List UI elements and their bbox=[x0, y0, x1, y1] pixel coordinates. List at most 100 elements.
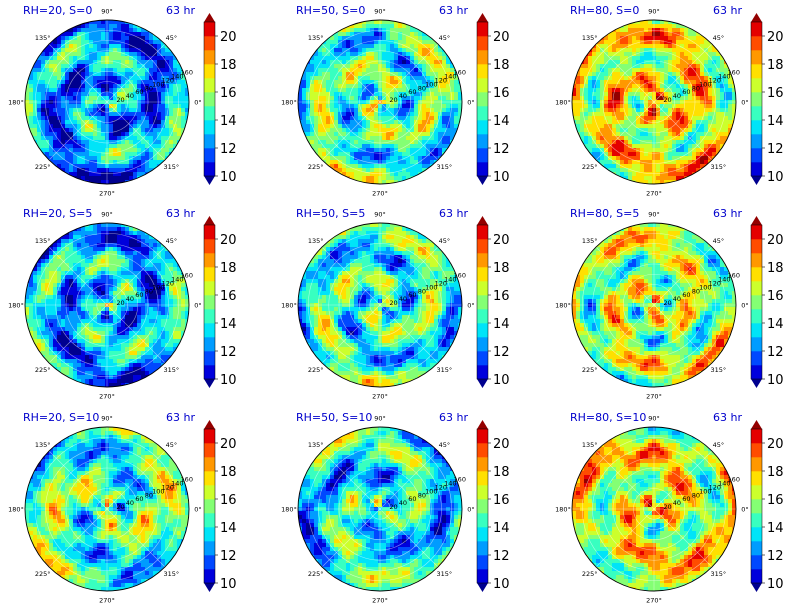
angle-label: 90° bbox=[101, 415, 113, 423]
radial-tick-label: 20 bbox=[663, 503, 671, 511]
colorbar-segment bbox=[204, 499, 215, 514]
colorbar-tick-label: 12 bbox=[493, 549, 510, 564]
radial-tick-label: 100 bbox=[699, 80, 711, 88]
colorbar-tick-label: 20 bbox=[767, 30, 784, 45]
colorbar-tick-label: 16 bbox=[220, 86, 237, 101]
colorbar-segment bbox=[204, 225, 215, 240]
radial-tick-label: 80 bbox=[692, 491, 700, 499]
radial-tick-label: 20 bbox=[389, 96, 397, 104]
angle-label: 180° bbox=[281, 99, 297, 107]
colorbar-segment bbox=[477, 64, 488, 79]
radial-tick-label: 80 bbox=[418, 84, 426, 92]
radial-tick-label: 160 bbox=[728, 272, 740, 280]
radial-tick-label: 60 bbox=[408, 495, 416, 503]
panel-title: RH=80, S=0 bbox=[570, 4, 639, 17]
panel-title: RH=20, S=0 bbox=[23, 4, 92, 17]
colorbar-tick-label: 12 bbox=[220, 142, 237, 157]
angle-label: 135° bbox=[582, 237, 598, 245]
colorbar-extend-min bbox=[751, 379, 762, 388]
angle-label: 45° bbox=[166, 237, 178, 245]
colorbar-extend-max bbox=[204, 420, 215, 429]
polar-frame bbox=[571, 426, 737, 592]
polar-panel-9: 90°45°0°315°270°225°180°135°20 40 60 80 1001… bbox=[555, 411, 783, 605]
colorbar-segment bbox=[477, 309, 488, 324]
radial-tick-label: 140 bbox=[444, 73, 456, 81]
colorbar-segment bbox=[204, 309, 215, 324]
colorbar-tick-label: 18 bbox=[493, 465, 510, 480]
radial-tick-label: 120 bbox=[162, 76, 174, 84]
radial-tick-label: 140 bbox=[718, 276, 730, 284]
colorbar-segment bbox=[477, 471, 488, 486]
radial-tick-label: 80 bbox=[145, 287, 153, 295]
angle-label: 0° bbox=[741, 506, 748, 514]
angle-label: 180° bbox=[8, 99, 24, 107]
colorbar-segment bbox=[477, 148, 488, 163]
colorbar-tick-label: 16 bbox=[220, 289, 237, 304]
colorbar-tick-label: 16 bbox=[767, 289, 784, 304]
radial-tick-label: 40 bbox=[126, 295, 134, 303]
colorbar-segment bbox=[477, 295, 488, 310]
colorbar-tick-label: 10 bbox=[493, 373, 510, 388]
colorbar-tick-label: 20 bbox=[220, 437, 237, 452]
colorbar-segment bbox=[204, 120, 215, 135]
panel-time-label: 63 hr bbox=[439, 4, 468, 17]
angle-label: 315° bbox=[711, 570, 727, 578]
radial-tick-label: 100 bbox=[699, 283, 711, 291]
colorbar-segment bbox=[204, 92, 215, 107]
colorbar-segment bbox=[204, 253, 215, 268]
radial-tick-label: 80 bbox=[418, 491, 426, 499]
colorbar-tick-label: 10 bbox=[493, 577, 510, 592]
colorbar-segment bbox=[477, 134, 488, 149]
angle-label: 135° bbox=[35, 34, 51, 42]
radial-tick-label: 20 bbox=[663, 96, 671, 104]
colorbar-tick-label: 18 bbox=[767, 261, 784, 276]
colorbar-segment bbox=[751, 569, 762, 584]
colorbar-segment bbox=[751, 36, 762, 51]
angle-label: 135° bbox=[582, 441, 598, 449]
radial-tick-label: 20 bbox=[663, 299, 671, 307]
panel-title: RH=80, S=5 bbox=[570, 207, 639, 220]
colorbar-segment bbox=[477, 225, 488, 240]
panel-title: RH=80, S=10 bbox=[570, 411, 646, 424]
colorbar-extend-max bbox=[751, 420, 762, 429]
polar-grid bbox=[572, 20, 736, 184]
angle-label: 180° bbox=[555, 302, 571, 310]
radial-tick-label: 160 bbox=[728, 69, 740, 77]
colorbar-segment bbox=[477, 50, 488, 65]
radial-tick-label: 40 bbox=[126, 499, 134, 507]
radial-tick-label: 120 bbox=[162, 483, 174, 491]
colorbar-segment bbox=[204, 569, 215, 584]
colorbar-segment bbox=[204, 365, 215, 380]
colorbar-tick-label: 14 bbox=[767, 521, 784, 536]
angle-label: 0° bbox=[467, 99, 474, 107]
colorbar-tick-label: 10 bbox=[220, 170, 237, 185]
radial-tick-label: 20 bbox=[389, 299, 397, 307]
polar-panel-2: 90°45°0°315°270°225°180°135°20 40 60 80 1001… bbox=[281, 4, 509, 198]
radial-tick-label: 140 bbox=[444, 480, 456, 488]
colorbar-tick-label: 10 bbox=[767, 577, 784, 592]
colorbar-segment bbox=[751, 50, 762, 65]
colorbar-tick-label: 12 bbox=[220, 549, 237, 564]
panel-time-label: 63 hr bbox=[439, 207, 468, 220]
angle-label: 270° bbox=[372, 393, 388, 401]
panel-title: RH=50, S=0 bbox=[296, 4, 365, 17]
polar-grid bbox=[298, 427, 462, 591]
colorbar-tick-label: 14 bbox=[220, 521, 237, 536]
colorbar-segment bbox=[204, 457, 215, 472]
polar-panel-6: 90°45°0°315°270°225°180°135°20 40 60 80 1001… bbox=[555, 207, 783, 401]
panel-time-label: 63 hr bbox=[166, 207, 195, 220]
angle-label: 0° bbox=[741, 302, 748, 310]
angle-label: 315° bbox=[711, 163, 727, 171]
colorbar: 10 12 14 16 18 20 bbox=[750, 216, 784, 388]
colorbar-extend-min bbox=[477, 176, 488, 185]
colorbar-segment bbox=[751, 64, 762, 79]
colorbar-segment bbox=[204, 78, 215, 93]
radial-tick-label: 140 bbox=[171, 276, 183, 284]
colorbar-tick-label: 18 bbox=[767, 58, 784, 73]
colorbar: 10 12 14 16 18 20 bbox=[476, 13, 510, 185]
radial-tick-label: 40 bbox=[399, 499, 407, 507]
radial-tick-label: 20 bbox=[389, 503, 397, 511]
radial-tick-label: 40 bbox=[673, 92, 681, 100]
radial-tick-label: 80 bbox=[145, 84, 153, 92]
angle-label: 45° bbox=[439, 237, 451, 245]
